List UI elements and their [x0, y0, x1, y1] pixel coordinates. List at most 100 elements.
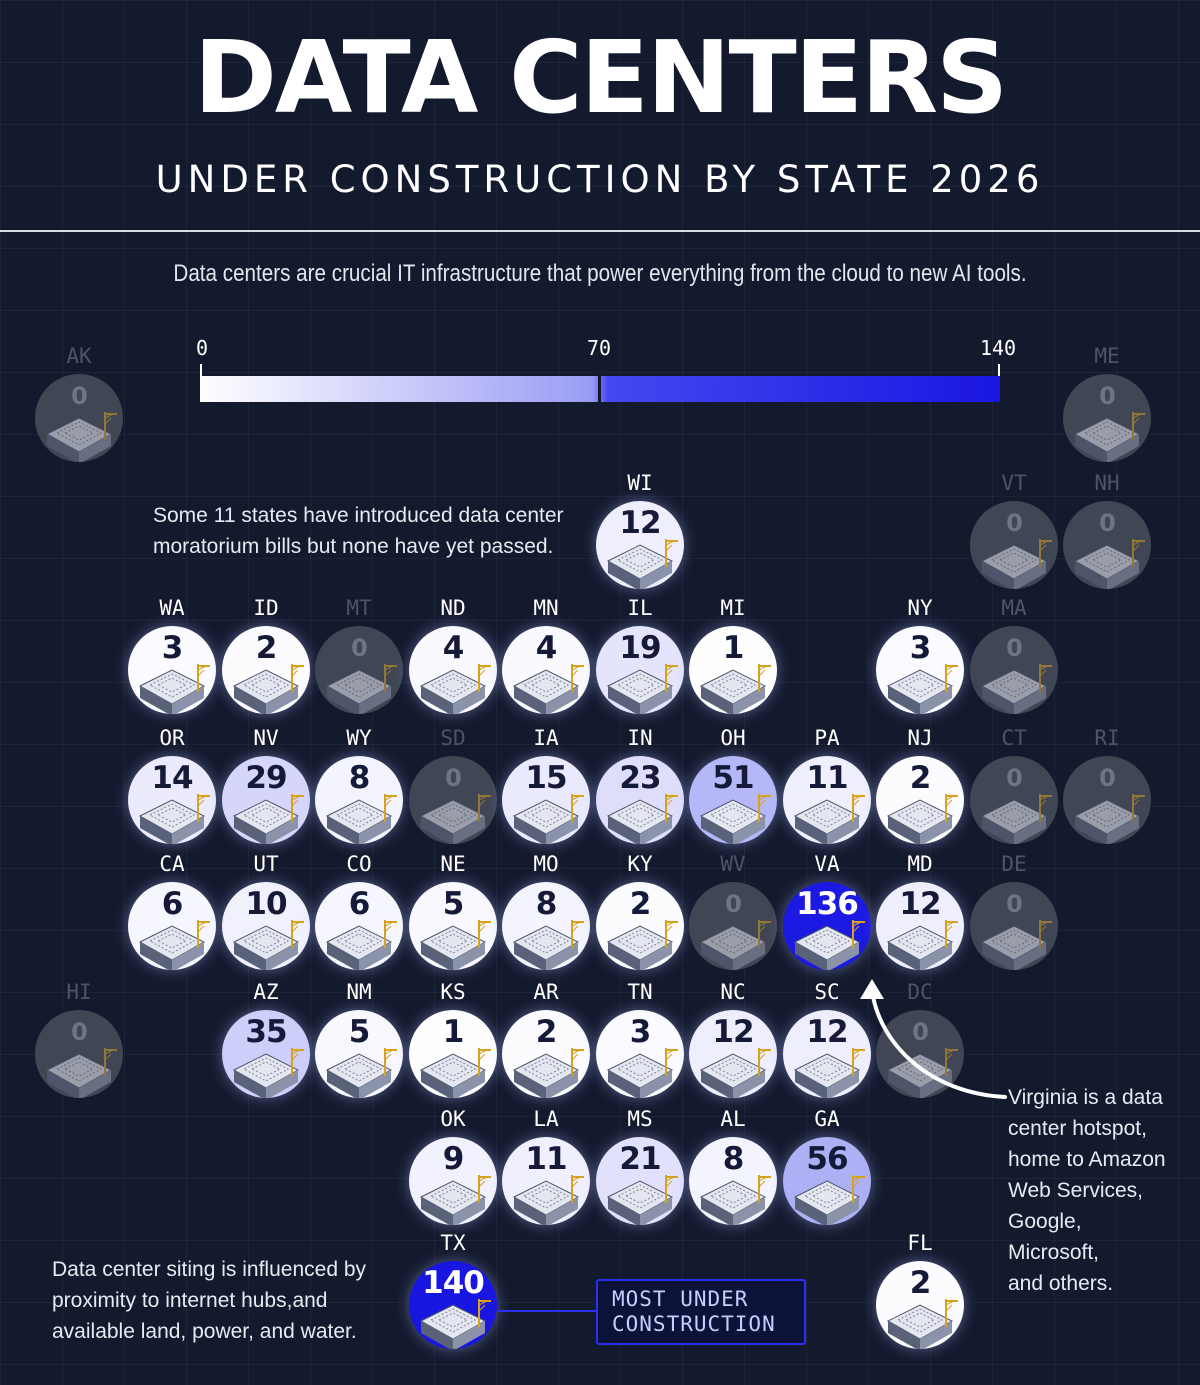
state-code: CT	[1001, 726, 1027, 750]
state-tile-ny[interactable]: NY 3	[874, 597, 966, 717]
state-value: 0	[71, 1018, 88, 1046]
state-code: ND	[440, 596, 466, 620]
state-tile-az[interactable]: AZ 35	[220, 981, 312, 1101]
state-code: NC	[720, 980, 746, 1004]
state-tile-ca[interactable]: CA 6	[126, 853, 218, 973]
data-center-building-icon	[138, 794, 210, 844]
state-code: VA	[814, 852, 840, 876]
state-circle: 0	[315, 626, 403, 714]
color-legend: 0 70 140	[196, 336, 1016, 408]
state-tile-al[interactable]: AL 8	[687, 1108, 779, 1228]
state-circle: 2	[596, 882, 684, 970]
state-value: 11	[525, 1141, 567, 1177]
state-code: ME	[1094, 344, 1120, 368]
state-tile-la[interactable]: LA 11	[500, 1108, 592, 1228]
state-code: MT	[346, 596, 372, 620]
state-tile-ks[interactable]: KS 1	[407, 981, 499, 1101]
state-tile-wv[interactable]: WV 0	[687, 853, 779, 973]
state-tile-de[interactable]: DE 0	[968, 853, 1060, 973]
state-tile-vt[interactable]: VT 0	[968, 472, 1060, 592]
data-center-building-icon	[419, 920, 491, 970]
state-tile-nj[interactable]: NJ 2	[874, 727, 966, 847]
state-tile-nv[interactable]: NV 29	[220, 727, 312, 847]
state-tile-me[interactable]: ME 0	[1061, 345, 1153, 465]
state-tile-ne[interactable]: NE 5	[407, 853, 499, 973]
state-tile-sc[interactable]: SC 12	[781, 981, 873, 1101]
state-circle: 3	[128, 626, 216, 714]
state-tile-or[interactable]: OR 14	[126, 727, 218, 847]
state-tile-mi[interactable]: MI 1	[687, 597, 779, 717]
note-line: Google, Microsoft,	[1008, 1210, 1100, 1264]
state-tile-tx[interactable]: TX 140	[407, 1232, 499, 1352]
state-tile-nh[interactable]: NH 0	[1061, 472, 1153, 592]
state-value: 35	[245, 1014, 287, 1050]
state-tile-il[interactable]: IL 19	[594, 597, 686, 717]
state-tile-ga[interactable]: GA 56	[781, 1108, 873, 1228]
state-tile-nm[interactable]: NM 5	[313, 981, 405, 1101]
state-tile-sd[interactable]: SD 0	[407, 727, 499, 847]
state-code: NV	[253, 726, 279, 750]
state-value: 0	[725, 890, 742, 918]
state-value: 4	[535, 630, 558, 666]
state-tile-fl[interactable]: FL 2	[874, 1232, 966, 1352]
state-tile-ri[interactable]: RI 0	[1061, 727, 1153, 847]
state-code: MS	[627, 1107, 653, 1131]
state-tile-ms[interactable]: MS 21	[594, 1108, 686, 1228]
state-tile-pa[interactable]: PA 11	[781, 727, 873, 847]
state-code: DC	[907, 980, 933, 1004]
state-tile-ok[interactable]: OK 9	[407, 1108, 499, 1228]
state-tile-ky[interactable]: KY 2	[594, 853, 686, 973]
state-value: 21	[619, 1141, 661, 1177]
state-tile-wy[interactable]: WY 8	[313, 727, 405, 847]
data-center-building-icon	[419, 1048, 491, 1098]
state-tile-wa[interactable]: WA 3	[126, 597, 218, 717]
state-circle: 56	[783, 1137, 871, 1225]
data-center-building-icon	[419, 1175, 491, 1225]
state-tile-nc[interactable]: NC 12	[687, 981, 779, 1101]
state-tile-ma[interactable]: MA 0	[968, 597, 1060, 717]
state-tile-ar[interactable]: AR 2	[500, 981, 592, 1101]
note-line: Web Services,	[1008, 1179, 1143, 1202]
state-tile-mo[interactable]: MO 8	[500, 853, 592, 973]
state-tile-md[interactable]: MD 12	[874, 853, 966, 973]
state-value: 140	[422, 1265, 485, 1301]
state-tile-id[interactable]: ID 2	[220, 597, 312, 717]
state-tile-ia[interactable]: IA 15	[500, 727, 592, 847]
data-center-building-icon	[699, 1175, 771, 1225]
state-code: NY	[907, 596, 933, 620]
state-value: 29	[245, 760, 287, 796]
state-code: WI	[627, 471, 653, 495]
state-tile-hi[interactable]: HI 0	[33, 981, 125, 1101]
state-tile-wi[interactable]: WI 12	[594, 472, 686, 592]
state-tile-mn[interactable]: MN 4	[500, 597, 592, 717]
state-circle: 0	[35, 374, 123, 462]
state-value: 12	[619, 505, 661, 541]
moratorium-note: Some 11 states have introduced data cent…	[153, 500, 573, 562]
state-code: FL	[907, 1231, 933, 1255]
data-center-building-icon	[606, 1048, 678, 1098]
state-tile-nd[interactable]: ND 4	[407, 597, 499, 717]
state-code: AL	[720, 1107, 746, 1131]
data-center-building-icon	[793, 920, 865, 970]
state-value: 0	[445, 764, 462, 792]
state-tile-oh[interactable]: OH 51	[687, 727, 779, 847]
state-circle: 4	[502, 626, 590, 714]
state-circle: 2	[222, 626, 310, 714]
state-tile-mt[interactable]: MT 0	[313, 597, 405, 717]
state-tile-co[interactable]: CO 6	[313, 853, 405, 973]
state-circle: 1	[689, 626, 777, 714]
state-tile-tn[interactable]: TN 3	[594, 981, 686, 1101]
state-tile-va[interactable]: VA 136	[781, 853, 873, 973]
state-code: OH	[720, 726, 746, 750]
data-center-building-icon	[419, 1299, 491, 1349]
state-tile-ct[interactable]: CT 0	[968, 727, 1060, 847]
data-center-building-icon	[325, 920, 397, 970]
state-circle: 14	[128, 756, 216, 844]
state-circle: 9	[409, 1137, 497, 1225]
state-circle: 0	[970, 501, 1058, 589]
data-center-building-icon	[699, 794, 771, 844]
state-tile-ak[interactable]: AK 0	[33, 345, 125, 465]
state-tile-ut[interactable]: UT 10	[220, 853, 312, 973]
state-tile-in[interactable]: IN 23	[594, 727, 686, 847]
note-line: Some 11 states have introduced data cent…	[153, 504, 564, 527]
